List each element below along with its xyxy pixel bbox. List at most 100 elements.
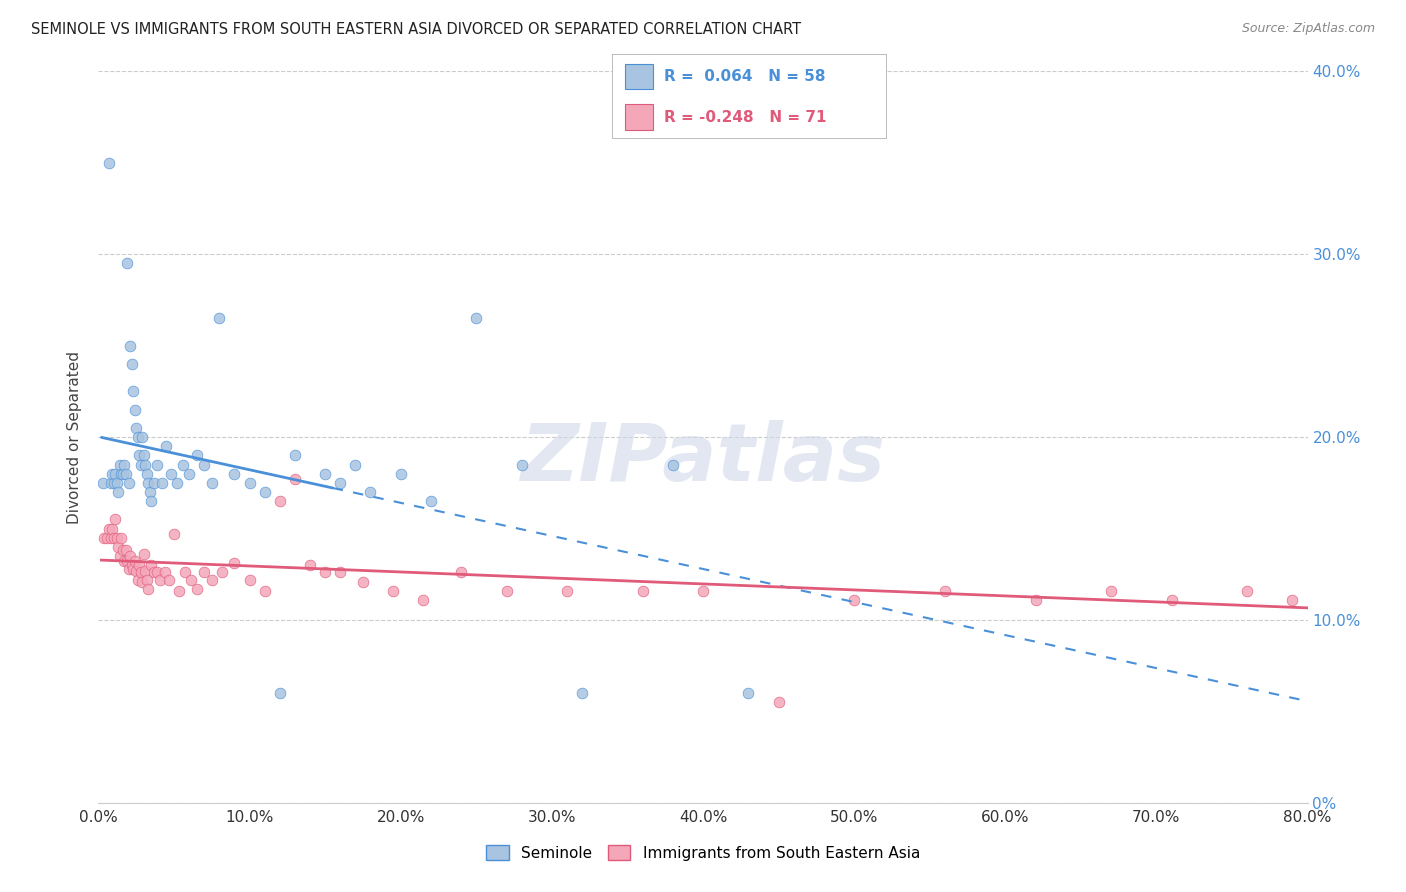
- Point: [129, 566, 152, 580]
- Text: Source: ZipAtlas.com: Source: ZipAtlas.com: [1241, 22, 1375, 36]
- Point: [93, 531, 115, 545]
- Text: SEMINOLE VS IMMIGRANTS FROM SOUTH EASTERN ASIA DIVORCED OR SEPARATED CORRELATION: SEMINOLE VS IMMIGRANTS FROM SOUTH EASTER…: [31, 22, 801, 37]
- Point: [131, 430, 153, 444]
- Point: [201, 475, 224, 490]
- Point: [1281, 592, 1303, 607]
- Point: [125, 564, 148, 578]
- Point: [211, 566, 233, 580]
- Point: [360, 485, 382, 500]
- Point: [149, 573, 172, 587]
- Point: [253, 583, 276, 598]
- Point: [120, 549, 142, 563]
- Point: [269, 494, 291, 508]
- Point: [159, 573, 181, 587]
- Point: [135, 467, 157, 481]
- Point: [412, 592, 434, 607]
- Point: [143, 475, 166, 490]
- Point: [131, 574, 153, 589]
- Point: [121, 357, 143, 371]
- Point: [111, 543, 134, 558]
- Point: [112, 458, 135, 472]
- Point: [105, 475, 128, 490]
- Point: [98, 156, 121, 170]
- Point: [186, 582, 208, 596]
- Point: [128, 448, 150, 462]
- Point: [118, 475, 141, 490]
- Point: [299, 558, 322, 573]
- Point: [101, 467, 124, 481]
- Text: R =  0.064   N = 58: R = 0.064 N = 58: [664, 69, 825, 84]
- Point: [314, 467, 336, 481]
- Point: [465, 311, 488, 326]
- Point: [160, 467, 183, 481]
- Point: [107, 540, 129, 554]
- Point: [141, 558, 163, 573]
- Point: [193, 458, 215, 472]
- Point: [100, 531, 122, 545]
- Point: [136, 475, 159, 490]
- Point: [166, 475, 188, 490]
- Point: [1099, 583, 1122, 598]
- Point: [118, 562, 141, 576]
- Point: [284, 472, 307, 486]
- Point: [934, 583, 956, 598]
- Point: [737, 686, 759, 700]
- Point: [186, 448, 208, 462]
- Point: [420, 494, 443, 508]
- Point: [115, 554, 138, 568]
- Point: [661, 458, 683, 472]
- Point: [110, 467, 132, 481]
- Point: [555, 583, 578, 598]
- Point: [172, 458, 194, 472]
- Point: [100, 475, 122, 490]
- Point: [107, 485, 129, 500]
- Point: [103, 531, 125, 545]
- Point: [768, 695, 790, 709]
- Point: [132, 448, 155, 462]
- Point: [96, 531, 118, 545]
- Y-axis label: Divorced or Separated: Divorced or Separated: [67, 351, 83, 524]
- Point: [1160, 592, 1182, 607]
- Point: [1236, 583, 1258, 598]
- Point: [844, 592, 866, 607]
- Point: [134, 458, 156, 472]
- Point: [120, 338, 142, 352]
- Point: [146, 566, 169, 580]
- Point: [127, 430, 149, 444]
- Point: [284, 448, 307, 462]
- Point: [1024, 592, 1046, 607]
- Point: [208, 311, 231, 326]
- Point: [132, 547, 155, 561]
- Point: [110, 531, 132, 545]
- FancyBboxPatch shape: [626, 63, 652, 89]
- Point: [173, 566, 195, 580]
- Point: [111, 467, 134, 481]
- Point: [139, 485, 162, 500]
- Point: [108, 458, 131, 472]
- Point: [253, 485, 276, 500]
- Point: [136, 582, 159, 596]
- Point: [104, 467, 127, 481]
- Point: [571, 686, 593, 700]
- Point: [389, 467, 412, 481]
- Point: [112, 554, 135, 568]
- Point: [329, 475, 352, 490]
- FancyBboxPatch shape: [626, 104, 652, 130]
- Point: [115, 256, 138, 270]
- Point: [150, 475, 173, 490]
- Point: [163, 527, 186, 541]
- Point: [167, 583, 190, 598]
- Point: [122, 562, 145, 576]
- Point: [124, 554, 146, 568]
- Legend: Seminole, Immigrants from South Eastern Asia: Seminole, Immigrants from South Eastern …: [478, 837, 928, 868]
- Point: [180, 573, 202, 587]
- Point: [134, 564, 156, 578]
- Point: [121, 558, 143, 573]
- Point: [1386, 583, 1406, 598]
- Point: [239, 573, 262, 587]
- Point: [143, 566, 166, 580]
- Point: [128, 558, 150, 573]
- Point: [108, 549, 131, 563]
- Point: [114, 467, 136, 481]
- Point: [124, 402, 146, 417]
